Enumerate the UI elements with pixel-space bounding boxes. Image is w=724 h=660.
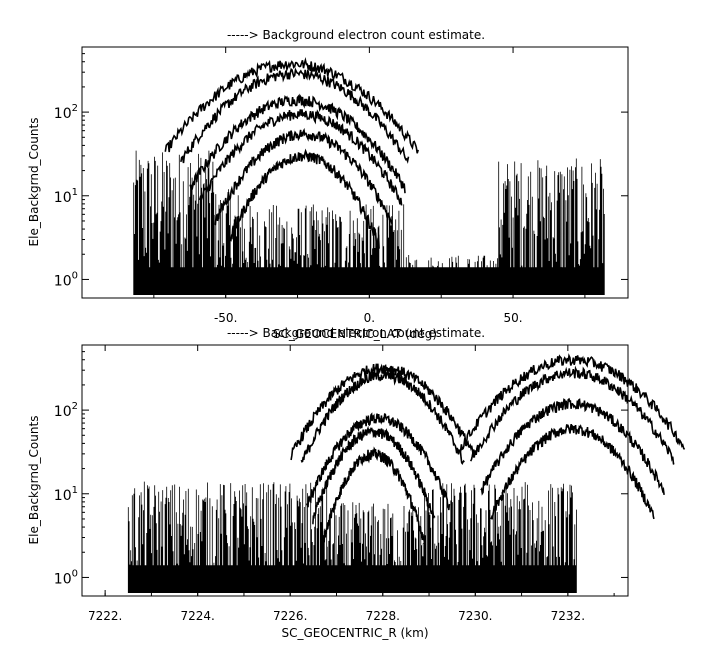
chart-title-bottom: -----> Background electron count estimat… <box>227 326 485 340</box>
chart-panel-top: -----> Background electron count estimat… <box>27 28 629 341</box>
series-line-3 <box>311 425 436 525</box>
x-tick-label-2: 50. <box>504 311 523 325</box>
x-tick-label-2: 7226. <box>273 609 307 623</box>
series-line-5 <box>227 148 380 249</box>
noise-region-1 <box>326 502 425 593</box>
data-marks-bottom <box>127 353 686 593</box>
x-tick-label-3: 7228. <box>366 609 400 623</box>
series-line-8 <box>490 423 655 520</box>
noise-region-0 <box>133 150 215 295</box>
y-tick-label-2: 102 <box>54 103 78 122</box>
y-tick-label-0: 100 <box>54 568 78 587</box>
x-tick-label-5: 7232. <box>551 609 585 623</box>
series-line-2 <box>306 412 451 511</box>
data-marks-top <box>133 57 605 295</box>
chart-panel-bottom: -----> Background electron count estimat… <box>27 326 686 640</box>
y-ticks-bottom: 100 101 102 <box>54 344 628 587</box>
x-tick-label-4: 7230. <box>458 609 492 623</box>
series-line-2 <box>189 93 406 194</box>
series-line-5 <box>459 353 686 452</box>
series-line-4 <box>321 446 426 546</box>
series-line-1 <box>300 368 465 466</box>
x-ticks-bottom: 7222. 7224. 7226. 7228. 7230. 7232. <box>88 345 615 623</box>
series-line-7 <box>480 397 665 496</box>
series-line-6 <box>469 365 675 465</box>
noise-region-0 <box>127 481 328 593</box>
noise-region-1 <box>213 189 243 295</box>
y-axis-label-bottom: Ele_Backgrnd_Counts <box>27 416 41 545</box>
chart-title-top: -----> Background electron count estimat… <box>227 28 485 42</box>
x-ticks-top: -50. 0. 50. <box>153 47 586 325</box>
y-tick-label-1: 101 <box>54 485 78 504</box>
y-tick-label-1: 101 <box>54 187 78 206</box>
x-tick-label-0: -50. <box>214 311 237 325</box>
x-tick-label-0: 7222. <box>88 609 122 623</box>
series-line-4 <box>214 127 393 226</box>
x-tick-label-1: 7224. <box>180 609 214 623</box>
series-line-0 <box>290 363 476 461</box>
x-axis-label-bottom: SC_GEOCENTRIC_R (km) <box>282 626 429 640</box>
plot-frame-top <box>81 46 629 299</box>
noise-region-3 <box>403 255 499 295</box>
y-axis-label-top: Ele_Backgrnd_Counts <box>27 118 41 247</box>
series-line-3 <box>198 109 403 206</box>
series-line-1 <box>180 67 410 164</box>
x-axis-label-top: SC_GEOCENTRIC_LAT (deg) <box>273 327 437 341</box>
series-line-0 <box>164 57 419 154</box>
noise-region-2 <box>242 204 405 295</box>
noise-region-4 <box>498 158 605 295</box>
x-tick-label-1: 0. <box>364 311 375 325</box>
y-tick-label-0: 100 <box>54 270 78 289</box>
y-ticks-top: 100 101 102 <box>54 46 628 289</box>
y-tick-label-2: 102 <box>54 401 78 420</box>
